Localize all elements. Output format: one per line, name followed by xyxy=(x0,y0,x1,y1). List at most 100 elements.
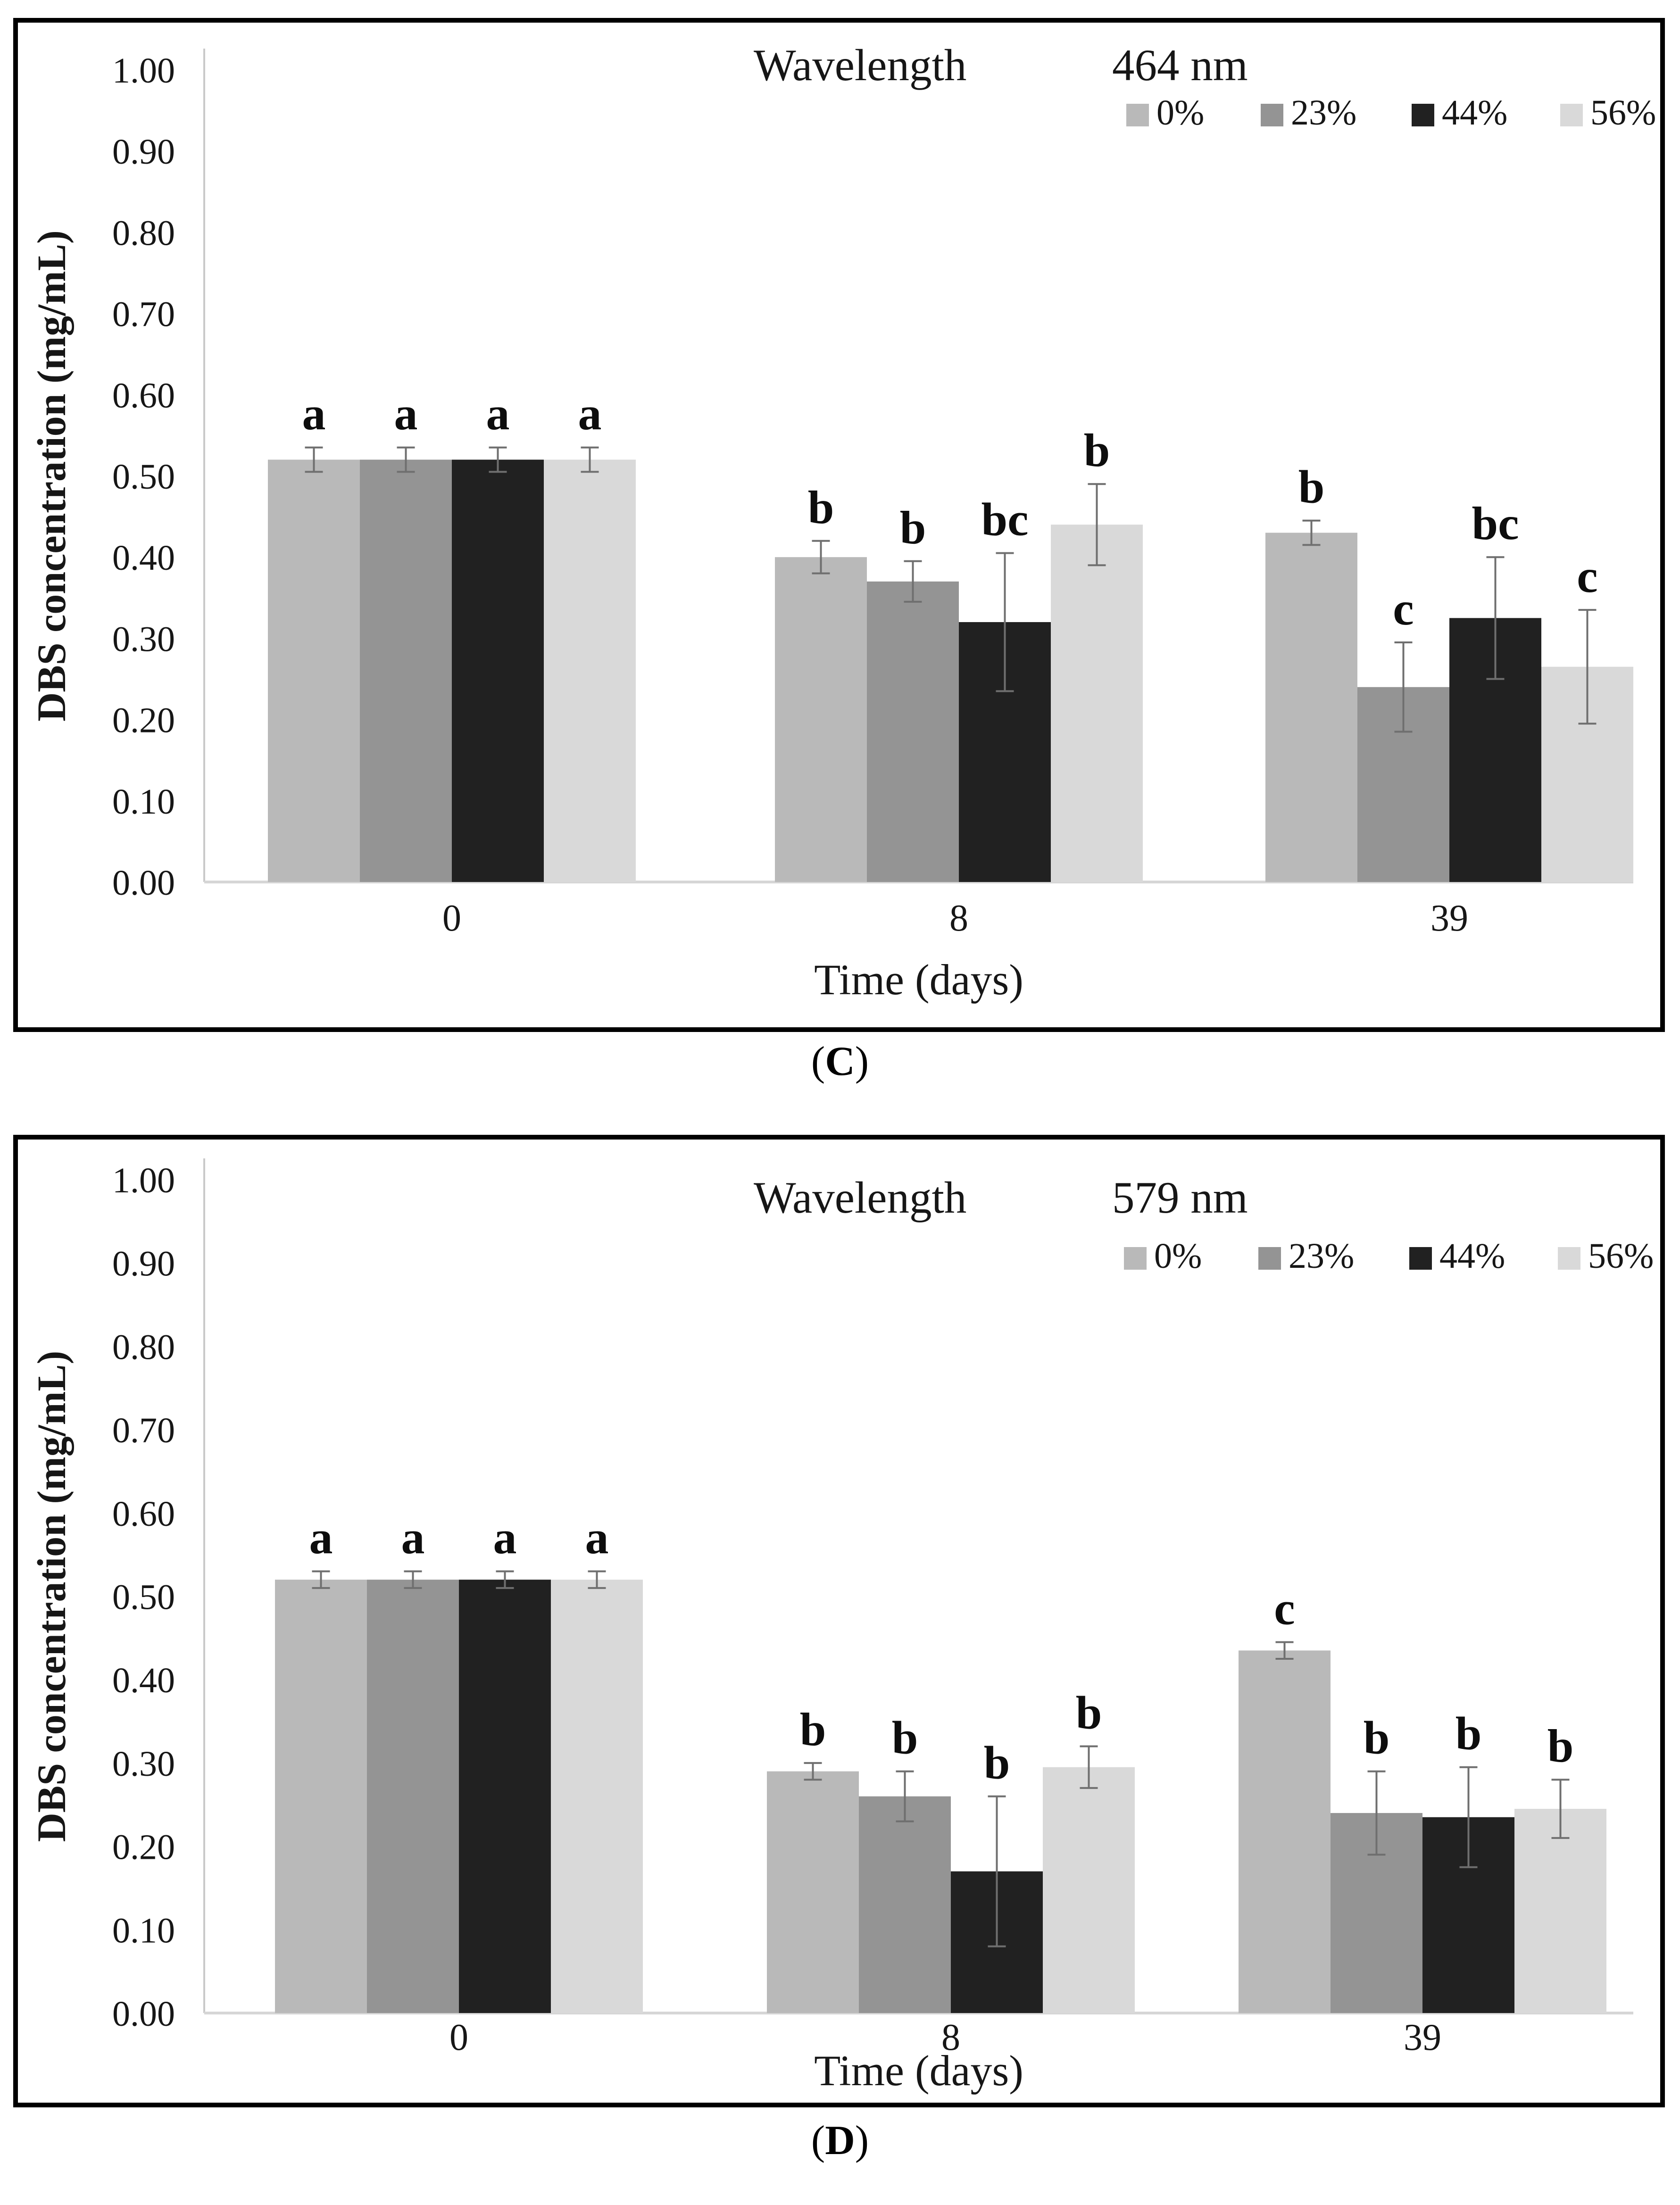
bar-44%-day0 xyxy=(452,459,544,882)
sig-letter: b xyxy=(984,1737,1010,1789)
y-tick-label: 0.30 xyxy=(112,1744,175,1784)
legend-label: 56% xyxy=(1590,93,1656,133)
legend-label: 44% xyxy=(1439,1236,1505,1276)
x-tick-label: 0 xyxy=(442,898,461,939)
x-tick-label: 8 xyxy=(949,898,968,939)
y-tick-label: 0.10 xyxy=(112,1911,175,1950)
y-tick-label: 0.70 xyxy=(112,295,175,334)
bar-0%-day8 xyxy=(775,557,867,882)
y-tick-label: 0.10 xyxy=(112,782,175,822)
sig-letter: b xyxy=(1547,1720,1574,1772)
panel-d-chart-svg: 0.00 0.10 0.20 0.30 0.40 0.50 0.60 0.70 0.80 0.90… xyxy=(29,1158,1654,2095)
bar-0%-day0 xyxy=(268,459,360,882)
bar-56%-day8 xyxy=(1043,1767,1135,2013)
bar-56%-day0 xyxy=(551,1580,643,2013)
sig-letter: a xyxy=(578,388,602,440)
sig-letter: bc xyxy=(981,493,1029,546)
caption-open-paren: ( xyxy=(811,1039,825,1084)
y-tick-label: 1.00 xyxy=(112,51,175,91)
sig-letter: bc xyxy=(1472,497,1519,549)
sig-letter: a xyxy=(309,1511,333,1564)
sig-letter: b xyxy=(800,1703,826,1756)
y-axis-title: DBS concentration (mg/mL) xyxy=(29,230,74,721)
y-tick-label: 0.60 xyxy=(112,1494,175,1534)
sig-letter: b xyxy=(1076,1687,1102,1739)
legend-label: 23% xyxy=(1291,93,1356,133)
y-tick-label: 0.40 xyxy=(112,538,175,578)
panel-c-caption: (C) xyxy=(0,1038,1680,1085)
sig-letter: c xyxy=(1393,582,1414,635)
legend-label: 23% xyxy=(1289,1236,1354,1276)
panel-c-chart-svg: 0.00 0.10 0.20 0.30 0.40 0.50 0.60 0.70 0.80 0.90… xyxy=(29,40,1656,1004)
caption-close-paren: ) xyxy=(855,2118,869,2163)
legend-label: 0% xyxy=(1154,1236,1202,1276)
x-axis-title: Time (days) xyxy=(814,956,1023,1004)
sig-letter: a xyxy=(486,388,510,440)
x-tick-label: 8 xyxy=(941,2017,960,2058)
legend-swatch xyxy=(1560,104,1583,126)
legend-swatch xyxy=(1412,104,1434,126)
y-tick-label: 0.80 xyxy=(112,213,175,253)
sig-letter: c xyxy=(1577,550,1597,602)
x-tick-label: 39 xyxy=(1430,898,1468,939)
sig-letter: b xyxy=(900,501,926,554)
bar-0%-day39 xyxy=(1265,533,1357,882)
sig-letter: a xyxy=(394,388,418,440)
sig-letter: a xyxy=(585,1511,609,1564)
sig-letter: b xyxy=(892,1712,918,1764)
bar-0%-day8 xyxy=(767,1771,859,2013)
sig-letter: b xyxy=(808,481,834,533)
bar-0%-day0 xyxy=(275,1580,367,2013)
panel-c-chart-box: 0.00 0.10 0.20 0.30 0.40 0.50 0.60 0.70 0.80 0.90… xyxy=(13,18,1665,1032)
bar-23%-day0 xyxy=(360,459,452,882)
legend-swatch xyxy=(1258,1247,1281,1270)
bar-44%-day0 xyxy=(459,1580,551,2013)
y-tick-label: 0.70 xyxy=(112,1411,175,1450)
y-tick-label: 0.00 xyxy=(112,863,175,903)
sig-letter: a xyxy=(401,1511,425,1564)
bar-23%-day0 xyxy=(367,1580,459,2013)
y-tick-label: 0.90 xyxy=(112,132,175,172)
y-tick-label: 0.20 xyxy=(112,701,175,741)
legend-swatch xyxy=(1558,1247,1580,1270)
chart-title-value: 464 nm xyxy=(1112,40,1248,90)
legend-swatch xyxy=(1409,1247,1432,1270)
chart-title: Wavelength xyxy=(754,1173,966,1223)
legend-label: 44% xyxy=(1442,93,1507,133)
y-tick-label: 0.30 xyxy=(112,619,175,659)
legend-swatch xyxy=(1261,104,1283,126)
chart-title: Wavelength xyxy=(754,40,966,90)
bar-0%-day39 xyxy=(1239,1650,1331,2013)
sig-letter: b xyxy=(1298,461,1325,513)
y-tick-label: 0.80 xyxy=(112,1327,175,1367)
panel-d-caption: (D) xyxy=(0,2117,1680,2164)
legend-swatch xyxy=(1124,1247,1147,1270)
bar-23%-day8 xyxy=(859,1796,951,2013)
y-tick-label: 0.50 xyxy=(112,457,175,497)
panel-d-chart-box: 0.00 0.10 0.20 0.30 0.40 0.50 0.60 0.70 0.80 0.90… xyxy=(13,1135,1665,2107)
caption-open-paren: ( xyxy=(811,2118,825,2163)
sig-letter: a xyxy=(302,388,326,440)
y-tick-label: 0.00 xyxy=(112,1994,175,2034)
y-tick-label: 0.40 xyxy=(112,1661,175,1700)
y-tick-label: 1.00 xyxy=(112,1161,175,1200)
legend-swatch xyxy=(1126,104,1149,126)
bar-56%-day0 xyxy=(544,459,636,882)
legend-label: 56% xyxy=(1588,1236,1654,1276)
sig-letter: b xyxy=(1084,424,1110,476)
y-axis-title: DBS concentration (mg/mL) xyxy=(29,1351,74,1842)
sig-letter: a xyxy=(493,1511,517,1564)
legend-label: 0% xyxy=(1156,93,1204,133)
bar-56%-day8 xyxy=(1051,524,1143,882)
caption-close-paren: ) xyxy=(855,1039,869,1084)
x-tick-label: 39 xyxy=(1404,2017,1441,2058)
x-tick-label: 0 xyxy=(449,2017,468,2058)
caption-letter: D xyxy=(825,2118,855,2163)
sig-letter: b xyxy=(1455,1707,1482,1760)
x-axis-title: Time (days) xyxy=(814,2047,1023,2095)
y-tick-label: 0.50 xyxy=(112,1578,175,1617)
y-tick-label: 0.90 xyxy=(112,1244,175,1284)
y-tick-label: 0.20 xyxy=(112,1828,175,1867)
bar-56%-day39 xyxy=(1514,1809,1606,2013)
